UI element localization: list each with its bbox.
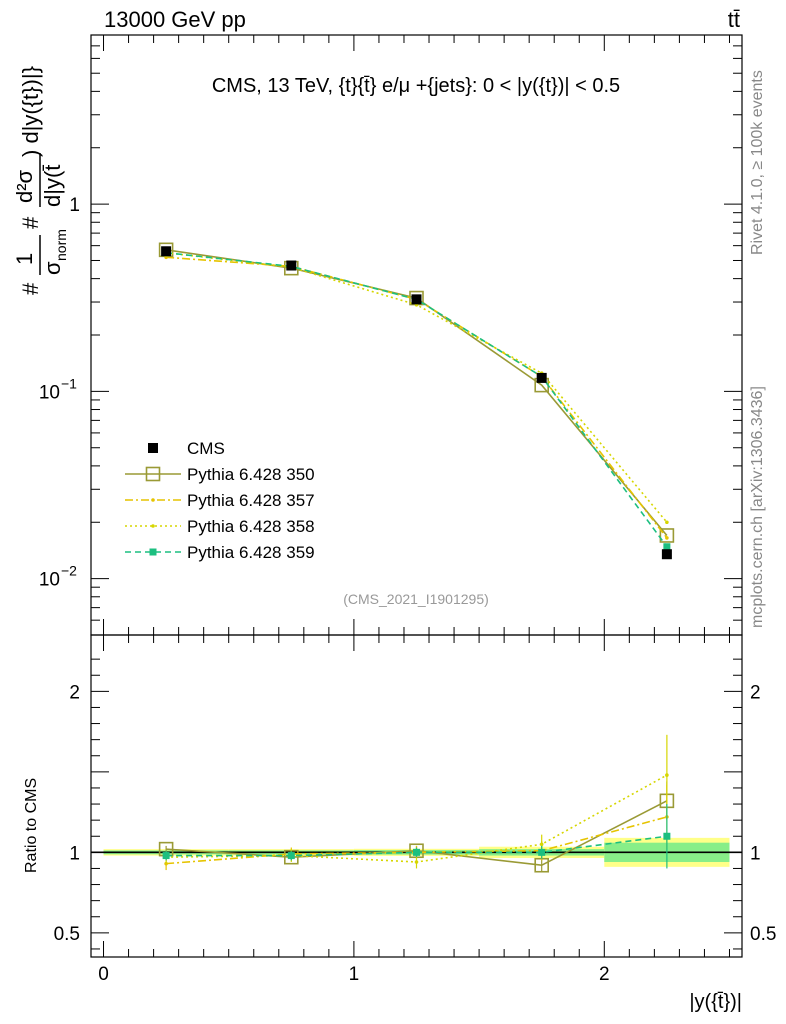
y-tick-label: 10	[39, 382, 60, 403]
mcplots-label: mcplots.cern.ch [arXiv:1306.3436]	[749, 386, 766, 628]
ratio-line	[166, 816, 668, 865]
legend-label: Pythia 6.428 357	[187, 491, 315, 510]
ratio-point	[287, 852, 295, 860]
x-tick-label: 2	[599, 964, 610, 985]
x-tick-label: 0	[98, 964, 109, 985]
header-left: 13000 GeV pp	[104, 7, 246, 32]
ratio-point	[538, 848, 546, 856]
ratio-tick-label-right: 2	[750, 682, 761, 703]
legend-marker	[145, 466, 161, 482]
main-ticks	[91, 34, 742, 636]
ratio-point	[665, 773, 669, 777]
ratio-tick-label-left: 2	[69, 682, 80, 703]
ylabel-norm: norm	[53, 229, 69, 261]
ylabel-denominator: d|y(t̄	[40, 165, 65, 207]
ratio-ticks	[91, 635, 742, 957]
legend-marker	[151, 498, 155, 502]
y-tick-exponent: −2	[61, 563, 77, 579]
ratio-ylabel: Ratio to CMS	[23, 778, 40, 873]
ratio-tick-label-left: 1	[69, 843, 80, 864]
y-tick-label: 1	[69, 195, 80, 216]
ylabel-sigma: σ	[40, 261, 65, 275]
ratio-frame	[90, 634, 743, 958]
ratio-point	[162, 852, 170, 860]
header-right: tt̄	[728, 7, 740, 32]
watermark: (CMS_2021_I1901295)	[343, 591, 489, 607]
ratio-point	[663, 832, 671, 840]
x-axis-label: |y({t̄})|	[689, 991, 742, 1013]
y-tick-exponent: −1	[61, 375, 77, 391]
ratio-tick-label-right: 0.5	[750, 924, 776, 945]
ylabel-tail: ) d|y({t})|}	[18, 66, 43, 157]
legend-marker	[151, 524, 155, 528]
series-point	[665, 536, 669, 540]
ratio-tick-label-left: 0.5	[54, 924, 80, 945]
legend-label: Pythia 6.428 350	[187, 465, 315, 484]
legend: CMS Pythia 6.428 350 Pythia 6.428 357 Pythi…	[125, 439, 315, 562]
series-point	[659, 528, 675, 543]
data-point	[161, 246, 172, 257]
data-point	[411, 294, 422, 305]
x-tick-labels: 0 1 2	[98, 964, 609, 985]
ylabel-one: 1	[12, 253, 37, 265]
series-point	[164, 255, 168, 260]
data-point	[286, 260, 297, 271]
y-tick-label: 10	[39, 570, 60, 591]
legend-marker	[149, 548, 157, 556]
legend-marker-data	[148, 443, 158, 453]
series-point	[663, 543, 671, 551]
legend-label: Pythia 6.428 358	[187, 517, 315, 536]
series-line	[166, 256, 668, 539]
main-ylabel: # 1 σ norm # d²σ d|y(t̄ ) d|y({t})|}	[12, 66, 69, 295]
data-point	[661, 549, 672, 560]
ylabel-d2sigma: d²σ	[12, 169, 37, 203]
ratio-point	[413, 848, 420, 856]
legend-label: Pythia 6.428 359	[187, 543, 315, 562]
data-point	[536, 372, 547, 383]
main-panel: CMS, 13 TeV, {t}{t̄} e/μ +{jets}: 0 < |y…	[39, 34, 743, 636]
main-series	[158, 242, 675, 560]
x-tick-label: 1	[349, 964, 360, 985]
chart-title: CMS, 13 TeV, {t}{t̄} e/μ +{jets}: 0 < |y…	[212, 75, 620, 97]
ratio-series	[158, 734, 675, 873]
ylabel-hash2: #	[18, 216, 43, 229]
ratio-tick-labels: 0.5 0.5 1 1 2 2	[54, 682, 777, 945]
ratio-panel: 0.5 0.5 1 1 2 2	[54, 634, 777, 958]
ylabel-hash1: #	[18, 282, 43, 295]
rivet-label: Rivet 4.1.0, ≥ 100k events	[749, 70, 766, 255]
main-tick-labels: 110−110−2	[39, 195, 80, 591]
ratio-point	[539, 842, 544, 847]
ratio-tick-label-right: 1	[750, 843, 761, 864]
series-point	[665, 520, 669, 525]
ratio-point	[414, 860, 419, 864]
legend-label-data: CMS	[187, 439, 225, 458]
